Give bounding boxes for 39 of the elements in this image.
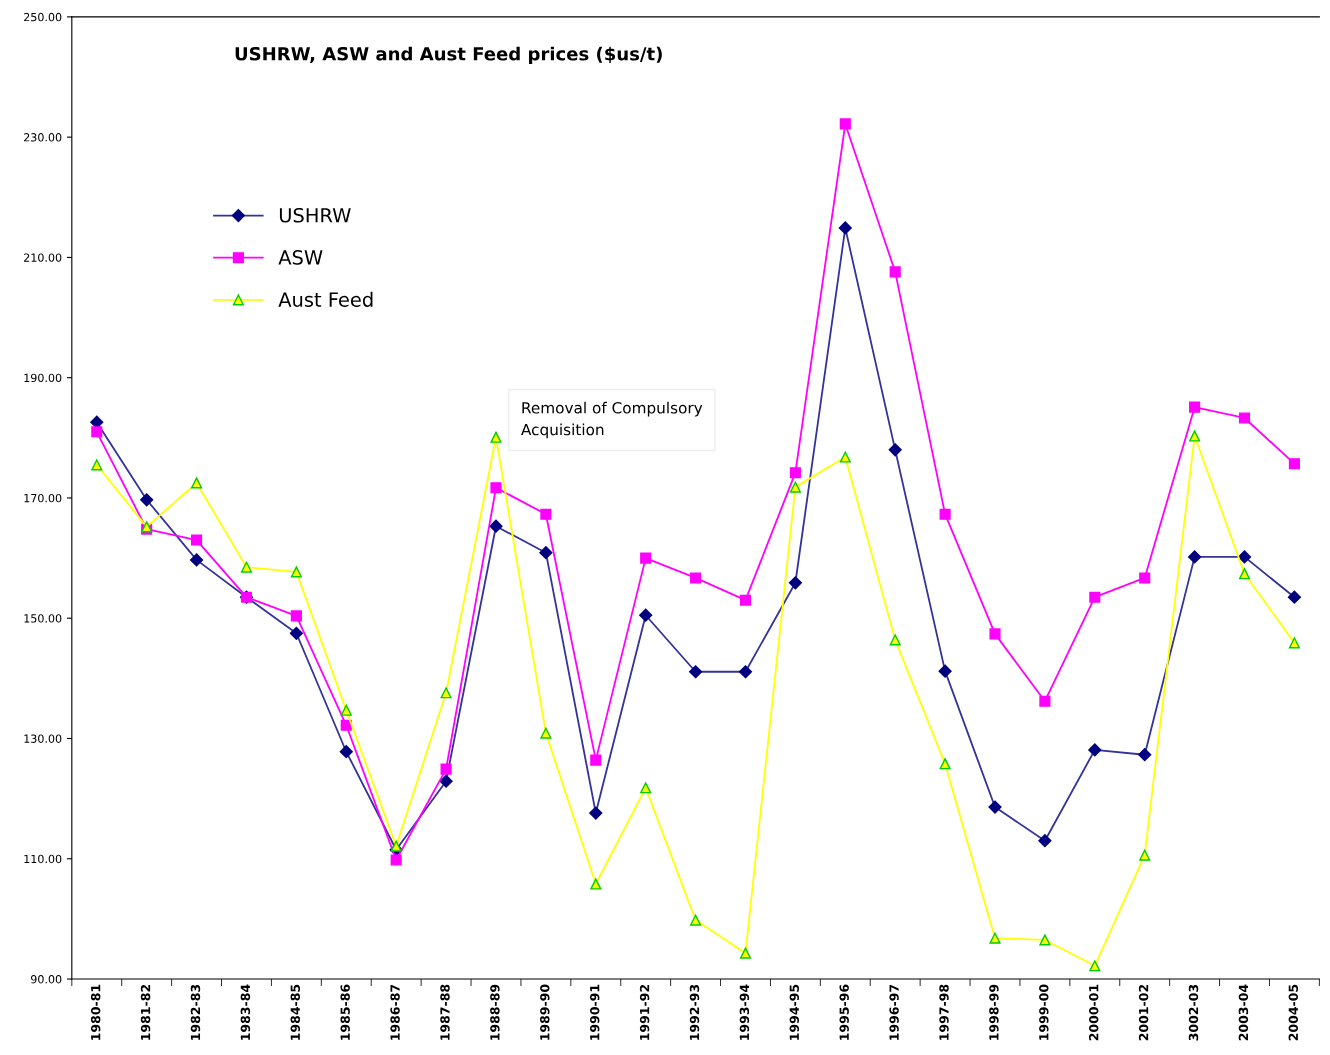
x-tick-label: 1984-85 [290, 984, 300, 1040]
x-tick-label: 2001-02 [1138, 984, 1149, 1041]
legend-label: ASW [278, 250, 323, 265]
annotation: Removal of Compulsory Acquisition [521, 401, 703, 439]
x-tick-label: 2004-05 [1288, 984, 1299, 1041]
x-tick-label: 1986-87 [390, 984, 400, 1040]
y-tick-label: 110.00 [24, 854, 62, 864]
x-tick-label: 1991-92 [639, 984, 650, 1040]
y-tick-label: 230.00 [24, 133, 62, 142]
x-tick-label: 1996-97 [889, 984, 899, 1040]
x-tick-label: 1980-81 [90, 984, 101, 1040]
y-tick-label: 90.00 [30, 975, 62, 984]
legend-label: Aust Feed [278, 291, 373, 307]
x-tick-label: 1999-00 [1039, 984, 1049, 1040]
text: USHRW, ASW and Aust Feed prices ($us/t) [235, 46, 662, 65]
y-tick-label: 210.00 [24, 253, 62, 262]
legend-label: USHRW [279, 207, 351, 223]
y-tick-label: 170.00 [24, 493, 62, 503]
x-tick-label: 1981-82 [140, 984, 151, 1040]
y-tick-label: 190.00 [24, 373, 62, 383]
x-tick-label: 1997-98 [939, 984, 949, 1040]
x-tick-label: 1988-89 [490, 984, 500, 1040]
x-tick-label: 1993-94 [739, 984, 750, 1040]
x-tick-label: 1983-84 [240, 984, 251, 1040]
x-tick-label: 1985-86 [340, 984, 350, 1040]
x-tick-label: 2000-01 [1088, 984, 1099, 1041]
x-tick-label: 1998-99 [989, 984, 999, 1040]
x-tick-label: 1994-95 [789, 984, 800, 1040]
y-tick-label: 130.00 [24, 734, 62, 743]
x-tick-label: 2003-04 [1238, 984, 1249, 1041]
x-tick-label: 1982-83 [190, 984, 201, 1040]
y-tick-label: 250.00 [24, 12, 62, 22]
x-tick-label: 1987-88 [440, 984, 450, 1040]
x-tick-label: 1992-93 [689, 984, 700, 1040]
y-tick-label: 150.00 [24, 614, 62, 623]
x-tick-label: 3002-03 [1188, 984, 1199, 1041]
x-tick-label: 1990-91 [589, 984, 600, 1040]
x-tick-label: 1989-90 [540, 984, 550, 1040]
x-tick-label: 1995-96 [839, 984, 849, 1040]
